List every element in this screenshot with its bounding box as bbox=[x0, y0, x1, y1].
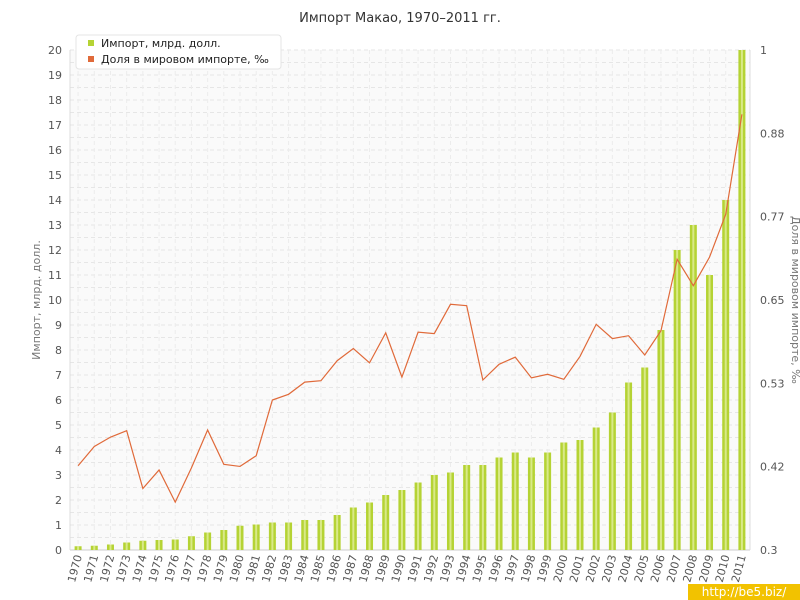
legend-label-import: Импорт, млрд. долл. bbox=[101, 37, 221, 50]
y-axis-right: 0.3 0.42 0.53 0.65 0.77 0.88 1 bbox=[760, 44, 785, 557]
bar-highlight-2005 bbox=[643, 367, 646, 550]
bar-highlight-1976 bbox=[174, 539, 177, 550]
y-tick-label: 18 bbox=[48, 94, 62, 107]
bar-highlight-1994 bbox=[465, 465, 468, 550]
legend-swatch-import bbox=[88, 40, 94, 46]
bar-highlight-1971 bbox=[93, 545, 96, 550]
y-tick-label: 7 bbox=[55, 369, 62, 382]
bar-highlight-1987 bbox=[352, 507, 355, 550]
bar-highlight-2011 bbox=[740, 50, 743, 550]
bar-highlight-1972 bbox=[109, 544, 112, 550]
bar-highlight-1998 bbox=[530, 457, 533, 550]
bar-highlight-1984 bbox=[303, 520, 306, 550]
y-tick-label: 4 bbox=[55, 444, 62, 457]
bar-highlight-2001 bbox=[579, 440, 581, 550]
bar-highlight-2000 bbox=[562, 442, 565, 550]
y-tick-label: 20 bbox=[48, 44, 62, 57]
y-tick-label: 8 bbox=[55, 344, 62, 357]
bar-highlight-2004 bbox=[627, 382, 630, 550]
y2-tick-label: 0.88 bbox=[760, 127, 785, 140]
y-tick-label: 11 bbox=[48, 269, 62, 282]
watermark[interactable]: http://be5.biz/ bbox=[688, 584, 800, 600]
bar-highlight-2008 bbox=[692, 225, 695, 550]
bar-highlight-1981 bbox=[255, 524, 258, 550]
bar-highlight-2002 bbox=[595, 427, 598, 550]
legend-swatch-share bbox=[88, 56, 94, 62]
bar-highlight-1991 bbox=[417, 482, 420, 550]
bar-highlight-1995 bbox=[481, 465, 484, 550]
y2-tick-label: 0.65 bbox=[760, 294, 785, 307]
bar-highlight-1979 bbox=[222, 530, 225, 550]
y2-axis-label: Доля в мировом импорте, ‰ bbox=[789, 216, 800, 384]
y-tick-label: 5 bbox=[55, 419, 62, 432]
bar-highlight-1974 bbox=[141, 540, 144, 550]
bar-highlight-1975 bbox=[158, 540, 161, 550]
bar-highlight-1980 bbox=[239, 525, 241, 550]
y-tick-label: 19 bbox=[48, 69, 62, 82]
bar-highlight-1983 bbox=[287, 522, 290, 550]
y-tick-label: 13 bbox=[48, 219, 62, 232]
y-tick-label: 10 bbox=[48, 294, 62, 307]
bar-highlight-1990 bbox=[400, 490, 403, 550]
y2-tick-label: 0.53 bbox=[760, 377, 785, 390]
bar-highlight-2003 bbox=[611, 412, 614, 550]
bar-highlight-1988 bbox=[368, 502, 371, 550]
y2-tick-label: 0.3 bbox=[760, 544, 778, 557]
bar-series bbox=[74, 50, 746, 550]
y2-tick-label: 0.77 bbox=[760, 211, 785, 224]
bar-highlight-1992 bbox=[433, 475, 436, 550]
y-tick-label: 16 bbox=[48, 144, 62, 157]
bar-highlight-1999 bbox=[546, 452, 549, 550]
legend-label-share: Доля в мировом импорте, ‰ bbox=[101, 53, 269, 66]
x-axis: 1970197119721973197419751976197719781979… bbox=[65, 553, 749, 583]
bar-highlight-2006 bbox=[659, 330, 662, 550]
bar-highlight-1973 bbox=[125, 542, 128, 550]
bar-highlight-1997 bbox=[514, 452, 517, 550]
bar-highlight-1993 bbox=[449, 472, 452, 550]
legend-box bbox=[75, 34, 282, 70]
y-tick-label: 12 bbox=[48, 244, 62, 257]
y-tick-label: 17 bbox=[48, 119, 62, 132]
bar-highlight-2010 bbox=[724, 200, 727, 550]
y-tick-label: 2 bbox=[55, 494, 62, 507]
y2-tick-label: 1 bbox=[760, 44, 767, 57]
y-tick-label: 15 bbox=[48, 169, 62, 182]
y-tick-label: 14 bbox=[48, 194, 62, 207]
bar-highlight-1985 bbox=[319, 520, 322, 550]
y-tick-label: 6 bbox=[55, 394, 62, 407]
y-tick-label: 3 bbox=[55, 469, 62, 482]
bar-highlight-2009 bbox=[708, 275, 711, 550]
bar-highlight-1986 bbox=[336, 515, 339, 550]
bar-highlight-1982 bbox=[271, 522, 274, 550]
bar-highlight-2007 bbox=[676, 250, 679, 550]
bar-highlight-1978 bbox=[206, 532, 209, 550]
bar-highlight-1977 bbox=[190, 536, 193, 550]
y-axis-label: Импорт, млрд. долл. bbox=[30, 240, 43, 360]
bar-highlight-1996 bbox=[498, 457, 501, 550]
y-tick-label: 1 bbox=[55, 519, 62, 532]
share-line bbox=[77, 114, 743, 504]
bar-highlight-1989 bbox=[384, 495, 387, 550]
line-series bbox=[77, 114, 743, 504]
y-tick-label: 0 bbox=[55, 544, 62, 557]
bar-highlight-1970 bbox=[77, 546, 80, 550]
chart-title: Импорт Макао, 1970–2011 гг. bbox=[299, 11, 501, 26]
y-tick-label: 9 bbox=[55, 319, 62, 332]
legend: Импорт, млрд. долл. Доля в мировом импорт… bbox=[75, 34, 282, 70]
y2-tick-label: 0.42 bbox=[760, 461, 785, 474]
